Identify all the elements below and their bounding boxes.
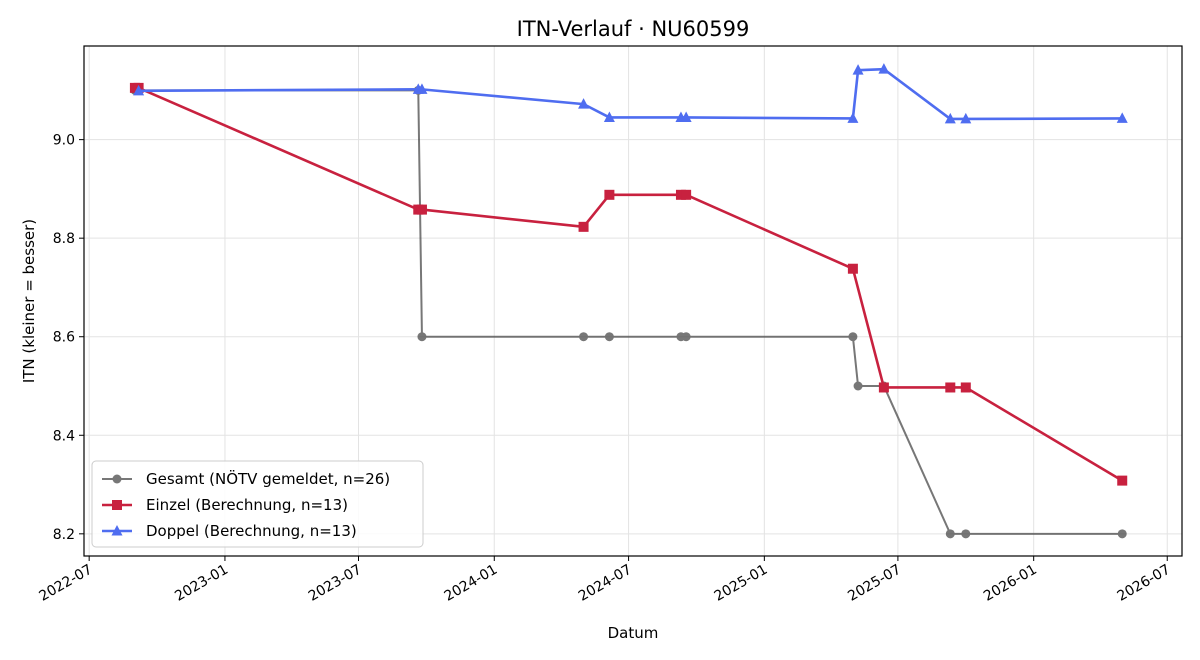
data-point [878, 382, 889, 393]
x-tick-label: 2022-07 [37, 562, 96, 605]
legend-marker [112, 474, 122, 484]
series-line [138, 67, 1123, 121]
data-point [944, 112, 956, 124]
x-tick-label: 2023-07 [306, 562, 365, 605]
legend-label: Gesamt (NÖTV gemeldet, n=26) [146, 469, 390, 488]
legend-entry [102, 474, 132, 484]
legend: Gesamt (NÖTV gemeldet, n=26) Einzel (Bere… [91, 460, 424, 548]
chart-title: ITN-Verlauf · NU60599 [517, 17, 750, 41]
y-tick-label: 8.8 [53, 231, 75, 247]
legend-label: Einzel (Berechnung, n=13) [146, 496, 348, 514]
y-axis-label: ITN (kleiner = besser) [20, 219, 38, 383]
data-point [416, 83, 428, 94]
data-point [960, 382, 971, 393]
data-point [416, 204, 427, 215]
y-tick-label: 9.0 [53, 133, 75, 149]
plot-area-frame [83, 45, 1183, 557]
x-tick-label: 2025-07 [845, 562, 904, 605]
data-point [960, 112, 972, 124]
series-triangle [133, 63, 1128, 124]
x-tick-label: 2026-01 [981, 562, 1040, 605]
series-square [129, 82, 1128, 486]
data-point [848, 332, 858, 342]
data-point [853, 381, 863, 391]
data-point [1117, 475, 1128, 486]
data-point [681, 332, 691, 342]
x-tick-label: 2026-07 [1115, 562, 1174, 605]
legend-marker [112, 500, 122, 510]
data-point [945, 529, 955, 539]
data-point [675, 189, 686, 200]
x-tick-label: 2025-01 [712, 562, 771, 605]
legend-entry [102, 500, 132, 510]
data-point [604, 332, 614, 342]
x-axis: 2022-07 2023-01 2023-07 2024-01 2024-07 2025-… [37, 556, 1174, 605]
y-axis: 8.2 8.4 8.6 8.8 9.0 [53, 133, 84, 543]
x-axis-label: Datum [608, 624, 659, 642]
data-point [579, 332, 589, 342]
data-point [417, 332, 427, 342]
legend-box [91, 460, 424, 548]
data-point [847, 112, 859, 123]
data-point [1117, 529, 1127, 539]
series-layer [129, 63, 1128, 539]
data-point [680, 111, 692, 122]
y-tick-label: 8.4 [53, 428, 75, 444]
data-point [578, 221, 589, 232]
data-point [681, 189, 692, 200]
x-tick-label: 2023-01 [172, 562, 231, 605]
data-point [961, 529, 971, 539]
x-tick-label: 2024-01 [442, 562, 501, 605]
data-point [603, 111, 615, 122]
x-tick-label: 2024-07 [576, 562, 635, 605]
data-point [852, 64, 864, 75]
data-point [133, 84, 145, 96]
legend-marker [111, 525, 123, 536]
legend-label: Doppel (Berechnung, n=13) [146, 522, 357, 540]
data-point [604, 189, 615, 200]
data-point [847, 263, 858, 274]
y-tick-label: 8.2 [53, 527, 75, 543]
legend-entry [102, 525, 132, 536]
data-point [578, 98, 590, 109]
data-point [945, 382, 956, 393]
y-tick-label: 8.6 [53, 330, 75, 346]
data-point [878, 63, 890, 74]
data-point [1116, 112, 1128, 123]
